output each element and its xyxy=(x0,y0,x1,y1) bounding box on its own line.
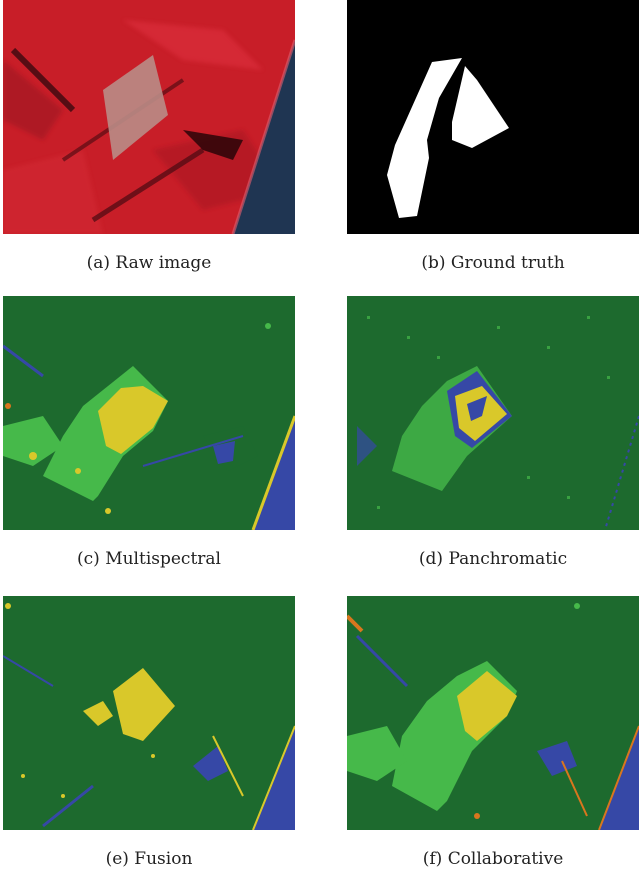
panel-collaborative xyxy=(347,596,639,830)
caption-panchromatic: (d) Panchromatic xyxy=(418,549,568,569)
caption-collaborative: (f) Collaborative xyxy=(422,849,564,869)
panel-raw-image xyxy=(3,0,295,234)
ground-truth-mask xyxy=(347,0,639,234)
caption-multispectral: (c) Multispectral xyxy=(77,549,221,569)
collaborative-classification xyxy=(347,596,639,830)
caption-ground-truth: (b) Ground truth xyxy=(421,253,565,273)
fusion-classification xyxy=(3,596,295,830)
caption-raw-image: (a) Raw image xyxy=(86,253,212,273)
caption-fusion: (e) Fusion xyxy=(105,849,193,869)
panchromatic-classification xyxy=(347,296,639,530)
raw-image xyxy=(3,0,295,234)
panel-panchromatic xyxy=(347,296,639,530)
panel-multispectral xyxy=(3,296,295,530)
panel-ground-truth xyxy=(347,0,639,234)
multispectral-classification xyxy=(3,296,295,530)
panel-fusion xyxy=(3,596,295,830)
